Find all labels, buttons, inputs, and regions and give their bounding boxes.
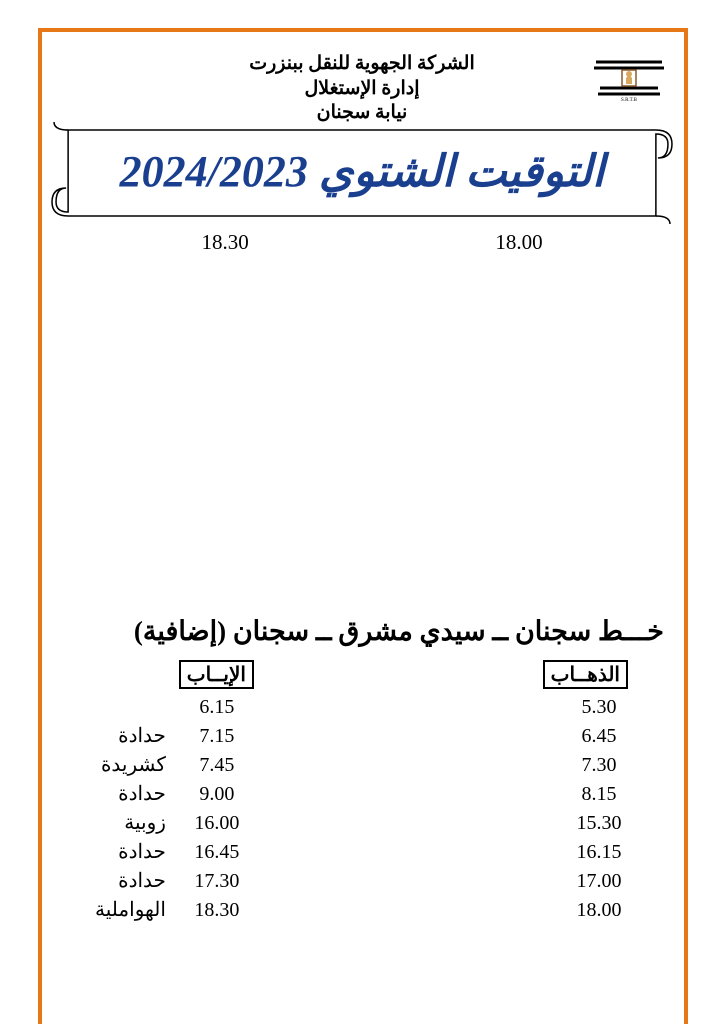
- return-row: 6.15: [60, 693, 350, 722]
- company-name: الشركة الجهوية للنقل ببنزرت: [60, 52, 664, 77]
- return-time: 6.15: [172, 693, 262, 722]
- departure-row: 5.30: [374, 693, 664, 722]
- departure-time: 17.00: [564, 867, 634, 896]
- departure-row: 18.00: [374, 896, 664, 925]
- return-note: حدادة: [60, 780, 172, 809]
- departure-column: الذهــاب 5.306.457.308.1515.3016.1517.00…: [374, 660, 664, 925]
- return-time: 7.45: [172, 751, 262, 780]
- return-note: حدادة: [60, 838, 172, 867]
- departure-time: 16.15: [564, 838, 634, 867]
- departure-header: الذهــاب: [543, 660, 628, 689]
- top-time-left: 18.30: [80, 230, 370, 255]
- return-column: الإيــاب 6.157.15حدادة7.45كشريدة9.00حداد…: [60, 660, 350, 925]
- document-header: الشركة الجهوية للنقل ببنزرت إدارة الإستغ…: [60, 52, 664, 126]
- departure-row: 16.15: [374, 838, 664, 867]
- return-row: 9.00حدادة: [60, 780, 350, 809]
- departure-row: 7.30: [374, 751, 664, 780]
- schedule-table: الذهــاب 5.306.457.308.1515.3016.1517.00…: [60, 660, 664, 925]
- departure-row: 15.30: [374, 809, 664, 838]
- return-note: حدادة: [60, 867, 172, 896]
- departure-time: 7.30: [564, 751, 634, 780]
- departure-time: 5.30: [564, 693, 634, 722]
- departure-time: 15.30: [564, 809, 634, 838]
- return-row: 16.00زوبية: [60, 809, 350, 838]
- top-times-row: 18.00 18.30: [60, 230, 664, 255]
- title-scroll: التوقيت الشتوي 2024/2023: [50, 120, 674, 230]
- departure-time: 8.15: [564, 780, 634, 809]
- departure-time: 18.00: [564, 896, 634, 925]
- return-note: كشريدة: [60, 751, 172, 780]
- department: إدارة الإستغلال: [60, 77, 664, 102]
- return-time: 17.30: [172, 867, 262, 896]
- departure-time: 6.45: [564, 722, 634, 751]
- return-row: 17.30حدادة: [60, 867, 350, 896]
- return-row: 18.30الهواملية: [60, 896, 350, 925]
- departure-row: 8.15: [374, 780, 664, 809]
- return-note: الهواملية: [60, 896, 172, 925]
- return-row: 7.45كشريدة: [60, 751, 350, 780]
- return-time: 16.00: [172, 809, 262, 838]
- return-note: حدادة: [60, 722, 172, 751]
- return-time: 16.45: [172, 838, 262, 867]
- return-time: 9.00: [172, 780, 262, 809]
- main-title: التوقيت الشتوي 2024/2023: [50, 146, 674, 197]
- departure-row: 17.00: [374, 867, 664, 896]
- route-title: خـــط سجنان ــ سيدي مشرق ــ سجنان (إضافي…: [60, 616, 664, 647]
- top-time-right: 18.00: [374, 230, 664, 255]
- departure-row: 6.45: [374, 722, 664, 751]
- return-note: [60, 693, 172, 722]
- return-time: 7.15: [172, 722, 262, 751]
- return-note: زوبية: [60, 809, 172, 838]
- return-row: 16.45حدادة: [60, 838, 350, 867]
- return-time: 18.30: [172, 896, 262, 925]
- return-header: الإيــاب: [179, 660, 254, 689]
- return-row: 7.15حدادة: [60, 722, 350, 751]
